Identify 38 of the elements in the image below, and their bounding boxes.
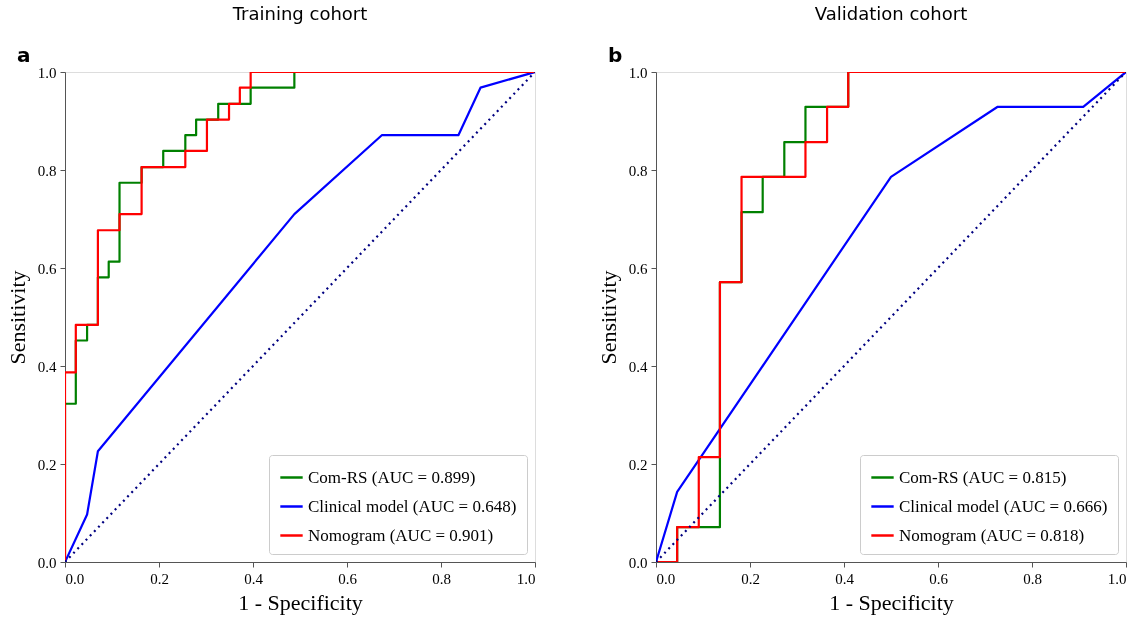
x-tick-label: 0.2 [741, 570, 760, 587]
x-tick-label: 1.0 [1107, 570, 1127, 587]
x-tick-label: 0.4 [244, 570, 264, 587]
x-tick-label: 0.8 [1023, 570, 1042, 587]
y-tick-label: 0.4 [628, 358, 648, 375]
y-tick-label: 1.0 [37, 64, 57, 81]
legend-label: Com-RS (AUC = 0.815) [899, 467, 1067, 487]
y-tick-label: 0.0 [628, 554, 648, 571]
y-axis-title: Sensitivity [595, 270, 621, 365]
text: a [17, 43, 31, 67]
x-tick-label: 1.0 [516, 570, 536, 587]
x-tick-label: 0.8 [432, 570, 451, 587]
text: b [608, 43, 623, 67]
y-tick-label: 0.8 [37, 162, 57, 179]
y-tick-label: 0.6 [628, 260, 648, 277]
y-axis-title: Sensitivity [4, 270, 30, 365]
x-axis-title: 1 - Specificity [829, 589, 954, 615]
y-tick-label: 0.4 [37, 358, 57, 375]
x-tick-label: 0.6 [338, 570, 358, 587]
x-tick-label: 0.0 [656, 570, 676, 587]
legend-label: Nomogram (AUC = 0.818) [899, 525, 1085, 545]
x-axis-title: 1 - Specificity [238, 589, 363, 615]
chart-title: Training cohort [231, 3, 368, 24]
y-tick-label: 0.2 [37, 456, 57, 473]
y-tick-label: 1.0 [628, 64, 648, 81]
y-tick-label: 0.2 [628, 456, 648, 473]
x-tick-label: 0.6 [929, 570, 949, 587]
chart-title: Validation cohort [814, 3, 968, 24]
x-tick-label: 0.4 [835, 570, 855, 587]
y-tick-label: 0.6 [37, 260, 57, 277]
legend-label: Clinical model (AUC = 0.648) [308, 496, 517, 516]
y-tick-label: 0.8 [628, 162, 648, 179]
legend-label: Clinical model (AUC = 0.666) [899, 496, 1108, 516]
x-tick-label: 0.0 [65, 570, 85, 587]
legend-label: Nomogram (AUC = 0.901) [308, 525, 494, 545]
y-tick-label: 0.0 [37, 554, 57, 571]
x-tick-label: 0.2 [150, 570, 169, 587]
legend-label: Com-RS (AUC = 0.899) [308, 467, 476, 487]
